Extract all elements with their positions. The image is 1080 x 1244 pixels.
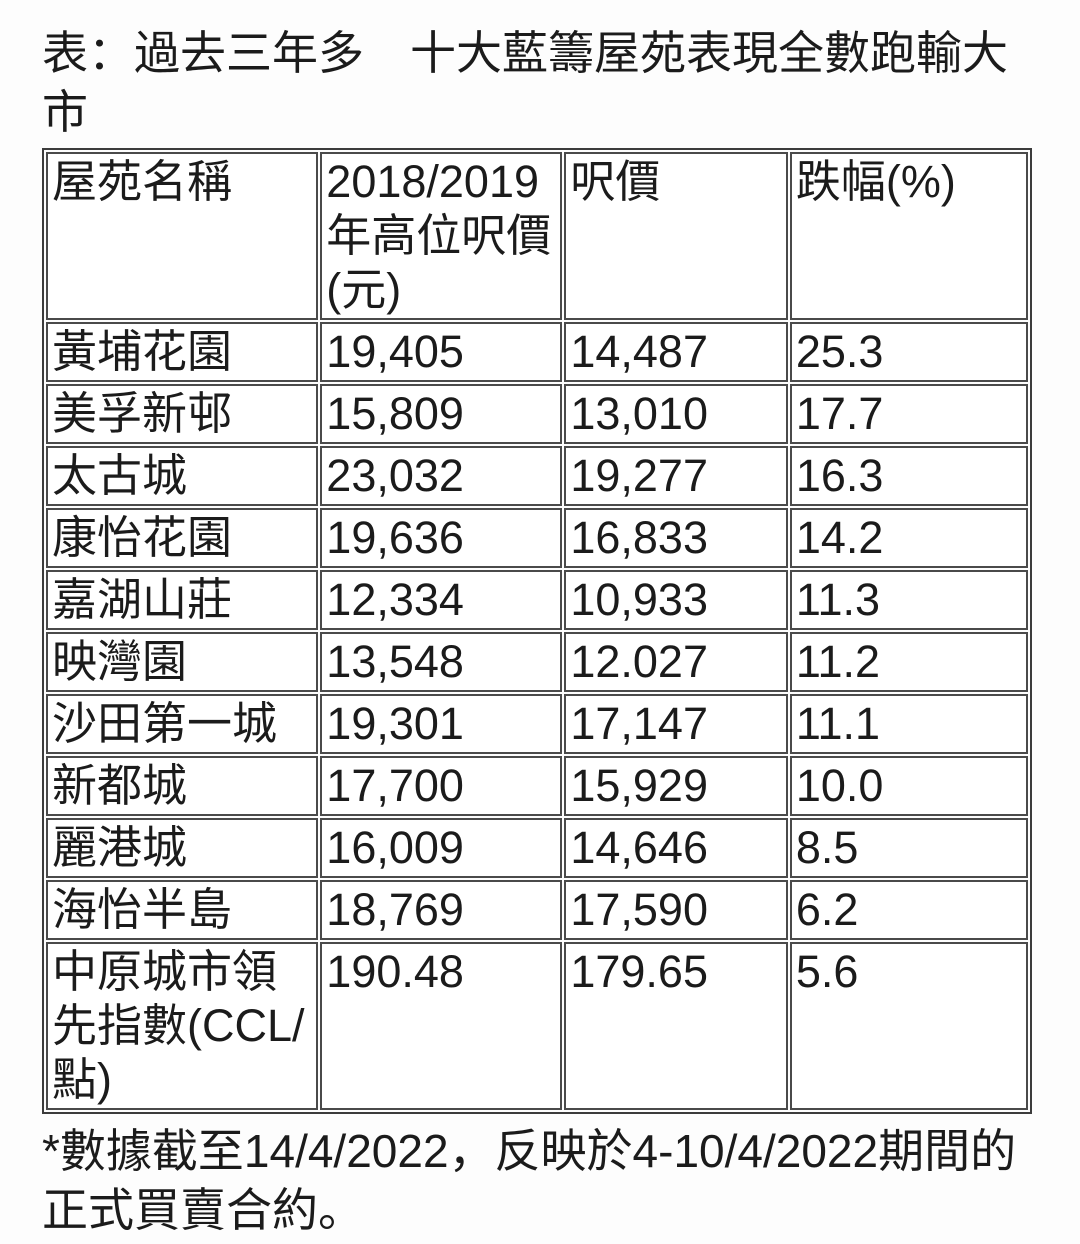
column-header-estate-name: 屋苑名稱 bbox=[46, 151, 319, 320]
table-cell: 15,929 bbox=[564, 755, 788, 816]
column-header-current-price: 呎價 bbox=[564, 151, 788, 320]
table-cell: 17.7 bbox=[789, 383, 1028, 444]
table-cell: 10,933 bbox=[564, 569, 788, 630]
table-cell: 19,277 bbox=[564, 445, 788, 506]
table-cell: 海怡半島 bbox=[46, 879, 319, 940]
table-cell: 19,405 bbox=[320, 321, 563, 382]
table-cell: 14.2 bbox=[789, 507, 1028, 568]
table-cell: 16,833 bbox=[564, 507, 788, 568]
table-cell: 25.3 bbox=[789, 321, 1028, 382]
table-cell: 190.48 bbox=[320, 941, 563, 1110]
table-cell: 黃埔花園 bbox=[46, 321, 319, 382]
table-cell: 17,700 bbox=[320, 755, 563, 816]
table-row: 嘉湖山莊 12,334 10,933 11.3 bbox=[46, 569, 1028, 630]
table-cell: 18,769 bbox=[320, 879, 563, 940]
table-cell: 15,809 bbox=[320, 383, 563, 444]
table-row: 麗港城 16,009 14,646 8.5 bbox=[46, 817, 1028, 878]
table-cell: 14,646 bbox=[564, 817, 788, 878]
table-cell: 嘉湖山莊 bbox=[46, 569, 319, 630]
table-cell: 11.1 bbox=[789, 693, 1028, 754]
table-cell: 179.65 bbox=[564, 941, 788, 1110]
table-row: 美孚新邨 15,809 13,010 17.7 bbox=[46, 383, 1028, 444]
footnote: *數據截至14/4/2022，反映於4-10/4/2022期間的正式買賣合約。 bbox=[42, 1124, 1017, 1236]
table-row: 太古城 23,032 19,277 16.3 bbox=[46, 445, 1028, 506]
column-header-peak-price: 2018/2019年高位呎價(元) bbox=[320, 151, 563, 320]
estates-table: 屋苑名稱 2018/2019年高位呎價(元) 呎價 跌幅(%) 黃埔花園 19,4… bbox=[42, 147, 1032, 1114]
column-header-decline-pct: 跌幅(%) bbox=[789, 151, 1028, 320]
table-cell: 12,334 bbox=[320, 569, 563, 630]
table-cell: 映灣園 bbox=[46, 631, 319, 692]
table-cell: 5.6 bbox=[789, 941, 1028, 1110]
table-cell: 沙田第一城 bbox=[46, 693, 319, 754]
table-cell: 中原城市領先指數(CCL/點) bbox=[46, 941, 319, 1110]
table-row: 中原城市領先指數(CCL/點) 190.48 179.65 5.6 bbox=[46, 941, 1028, 1110]
table-cell: 13,548 bbox=[320, 631, 563, 692]
table-cell: 16.3 bbox=[789, 445, 1028, 506]
table-cell: 新都城 bbox=[46, 755, 319, 816]
table-row: 新都城 17,700 15,929 10.0 bbox=[46, 755, 1028, 816]
table-body: 黃埔花園 19,405 14,487 25.3 美孚新邨 15,809 13,010 17.7… bbox=[46, 321, 1028, 1110]
table-cell: 17,147 bbox=[564, 693, 788, 754]
table-cell: 麗港城 bbox=[46, 817, 319, 878]
table-cell: 美孚新邨 bbox=[46, 383, 319, 444]
table-cell: 14,487 bbox=[564, 321, 788, 382]
table-row: 黃埔花園 19,405 14,487 25.3 bbox=[46, 321, 1028, 382]
table-cell: 8.5 bbox=[789, 817, 1028, 878]
table-cell: 16,009 bbox=[320, 817, 563, 878]
table-cell: 13,010 bbox=[564, 383, 788, 444]
table-row: 康怡花園 19,636 16,833 14.2 bbox=[46, 507, 1028, 568]
table-cell: 10.0 bbox=[789, 755, 1028, 816]
table-cell: 12.027 bbox=[564, 631, 788, 692]
table-cell: 19,301 bbox=[320, 693, 563, 754]
table-row: 沙田第一城 19,301 17,147 11.1 bbox=[46, 693, 1028, 754]
table-cell: 11.3 bbox=[789, 569, 1028, 630]
table-header-row: 屋苑名稱 2018/2019年高位呎價(元) 呎價 跌幅(%) bbox=[46, 151, 1028, 320]
table-cell: 11.2 bbox=[789, 631, 1028, 692]
table-row: 映灣園 13,548 12.027 11.2 bbox=[46, 631, 1028, 692]
table-cell: 17,590 bbox=[564, 879, 788, 940]
table-cell: 康怡花園 bbox=[46, 507, 319, 568]
table-caption: 表：過去三年多 十大藍籌屋苑表現全數跑輸大市 bbox=[42, 27, 1008, 138]
table-cell: 23,032 bbox=[320, 445, 563, 506]
table-cell: 太古城 bbox=[46, 445, 319, 506]
table-row: 海怡半島 18,769 17,590 6.2 bbox=[46, 879, 1028, 940]
table-cell: 6.2 bbox=[789, 879, 1028, 940]
table-cell: 19,636 bbox=[320, 507, 563, 568]
